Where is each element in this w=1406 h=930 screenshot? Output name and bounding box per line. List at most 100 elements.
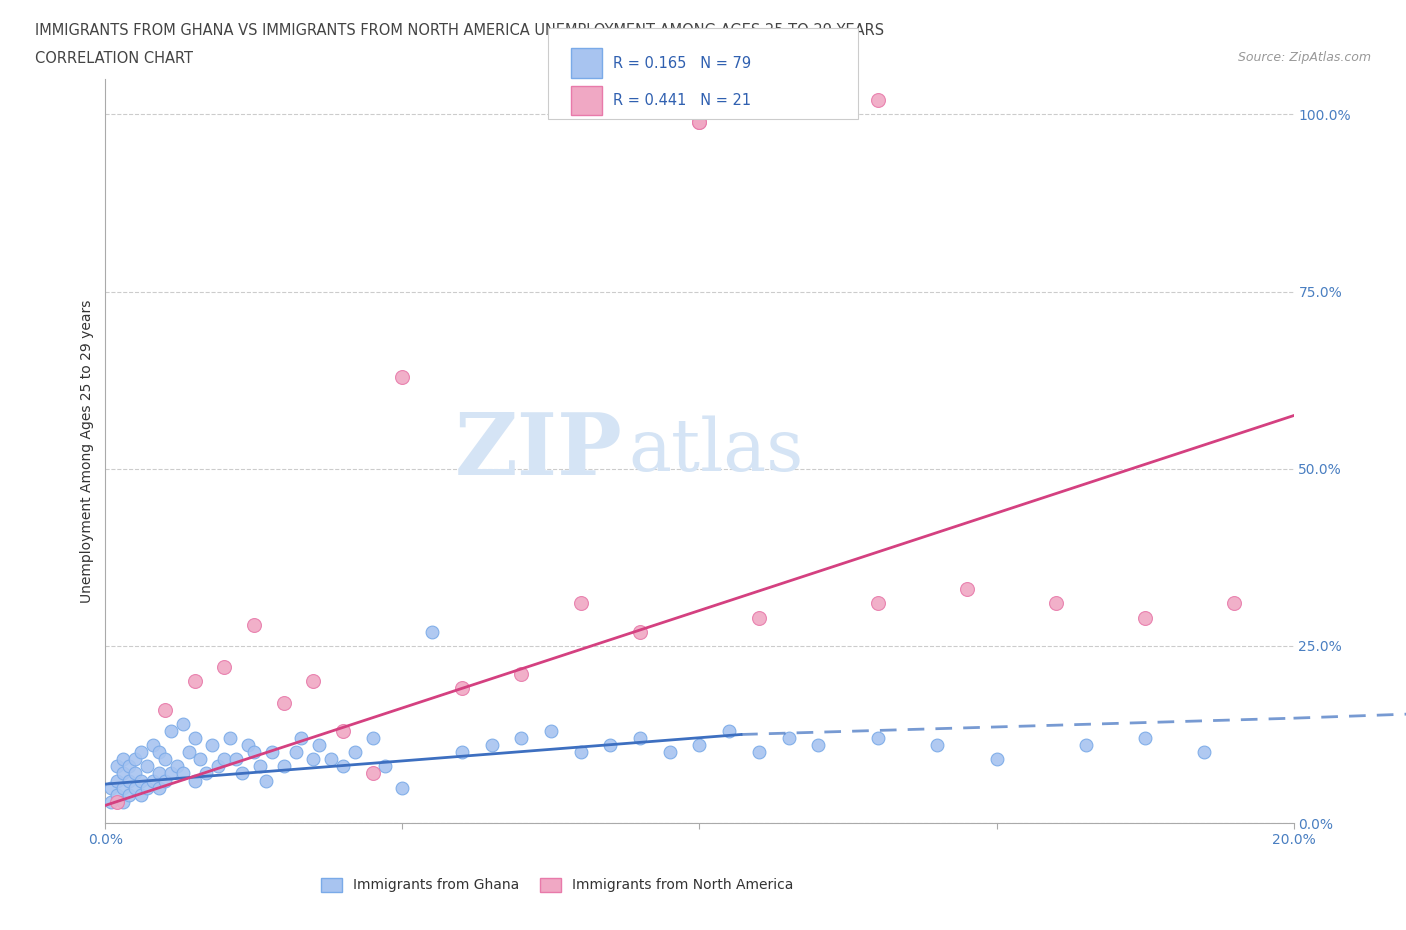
Point <box>807 737 830 752</box>
Point <box>321 751 343 766</box>
Point <box>214 751 236 766</box>
Point <box>748 745 770 760</box>
Point <box>391 369 413 384</box>
Point <box>190 751 212 766</box>
Point <box>201 737 224 752</box>
Point <box>172 716 194 731</box>
Point <box>129 773 152 788</box>
Text: R = 0.165   N = 79: R = 0.165 N = 79 <box>613 56 751 71</box>
Point <box>866 93 889 108</box>
Point <box>866 596 889 611</box>
Point <box>718 724 741 738</box>
Point <box>231 766 253 781</box>
Point <box>148 780 170 795</box>
Point <box>124 751 146 766</box>
Point <box>510 731 533 746</box>
Point <box>1045 596 1067 611</box>
Point <box>166 759 188 774</box>
Point <box>207 759 229 774</box>
Point <box>105 759 128 774</box>
Point <box>100 780 122 795</box>
Point <box>105 788 128 803</box>
Point <box>481 737 503 752</box>
Point <box>118 773 141 788</box>
Point <box>148 766 170 781</box>
Point <box>100 794 122 809</box>
Point <box>450 681 472 696</box>
Text: Source: ZipAtlas.com: Source: ZipAtlas.com <box>1237 51 1371 64</box>
Point <box>236 737 259 752</box>
Point <box>112 766 135 781</box>
Point <box>136 759 159 774</box>
Point <box>361 731 384 746</box>
Point <box>361 766 384 781</box>
Point <box>569 745 592 760</box>
Point <box>219 731 242 746</box>
Text: IMMIGRANTS FROM GHANA VS IMMIGRANTS FROM NORTH AMERICA UNEMPLOYMENT AMONG AGES 2: IMMIGRANTS FROM GHANA VS IMMIGRANTS FROM… <box>35 23 884 38</box>
Point <box>124 780 146 795</box>
Point <box>195 766 218 781</box>
Point <box>183 731 205 746</box>
Point <box>1133 731 1156 746</box>
Point <box>302 751 325 766</box>
Point <box>142 737 165 752</box>
Point <box>689 114 711 129</box>
Point <box>420 624 443 639</box>
Point <box>510 667 533 682</box>
Text: R = 0.441   N = 21: R = 0.441 N = 21 <box>613 93 751 108</box>
Point <box>956 582 979 597</box>
Point <box>391 780 413 795</box>
Point <box>273 695 295 710</box>
Y-axis label: Unemployment Among Ages 25 to 29 years: Unemployment Among Ages 25 to 29 years <box>80 299 94 603</box>
Point <box>450 745 472 760</box>
Point <box>249 759 271 774</box>
Point <box>153 702 176 717</box>
Point <box>260 745 283 760</box>
Point <box>1074 737 1097 752</box>
Text: ZIP: ZIP <box>454 409 623 493</box>
Point <box>540 724 562 738</box>
Point <box>302 674 325 689</box>
Point <box>866 731 889 746</box>
Point <box>105 794 128 809</box>
Point <box>148 745 170 760</box>
Point <box>129 745 152 760</box>
Point <box>343 745 366 760</box>
Point <box>332 759 354 774</box>
Text: CORRELATION CHART: CORRELATION CHART <box>35 51 193 66</box>
Point <box>183 674 205 689</box>
Point <box>112 751 135 766</box>
Point <box>569 596 592 611</box>
Point <box>290 731 312 746</box>
Point <box>374 759 396 774</box>
Point <box>159 724 181 738</box>
Point <box>118 788 141 803</box>
Point <box>112 780 135 795</box>
Point <box>214 659 236 674</box>
Point <box>748 610 770 625</box>
Point <box>927 737 949 752</box>
Point <box>628 731 651 746</box>
Point <box>1223 596 1246 611</box>
Point <box>689 737 711 752</box>
Point <box>599 737 621 752</box>
Point <box>273 759 295 774</box>
Legend: Immigrants from Ghana, Immigrants from North America: Immigrants from Ghana, Immigrants from N… <box>315 872 799 898</box>
Point <box>689 114 711 129</box>
Point <box>142 773 165 788</box>
Point <box>153 751 176 766</box>
Point <box>1133 610 1156 625</box>
Point <box>243 745 266 760</box>
Point <box>308 737 330 752</box>
Point <box>177 745 200 760</box>
Point <box>129 788 152 803</box>
Point <box>153 773 176 788</box>
Point <box>778 731 800 746</box>
Point <box>118 759 141 774</box>
Point <box>112 794 135 809</box>
Point <box>332 724 354 738</box>
Point <box>628 624 651 639</box>
Point <box>986 751 1008 766</box>
Point <box>1194 745 1216 760</box>
Point <box>159 766 181 781</box>
